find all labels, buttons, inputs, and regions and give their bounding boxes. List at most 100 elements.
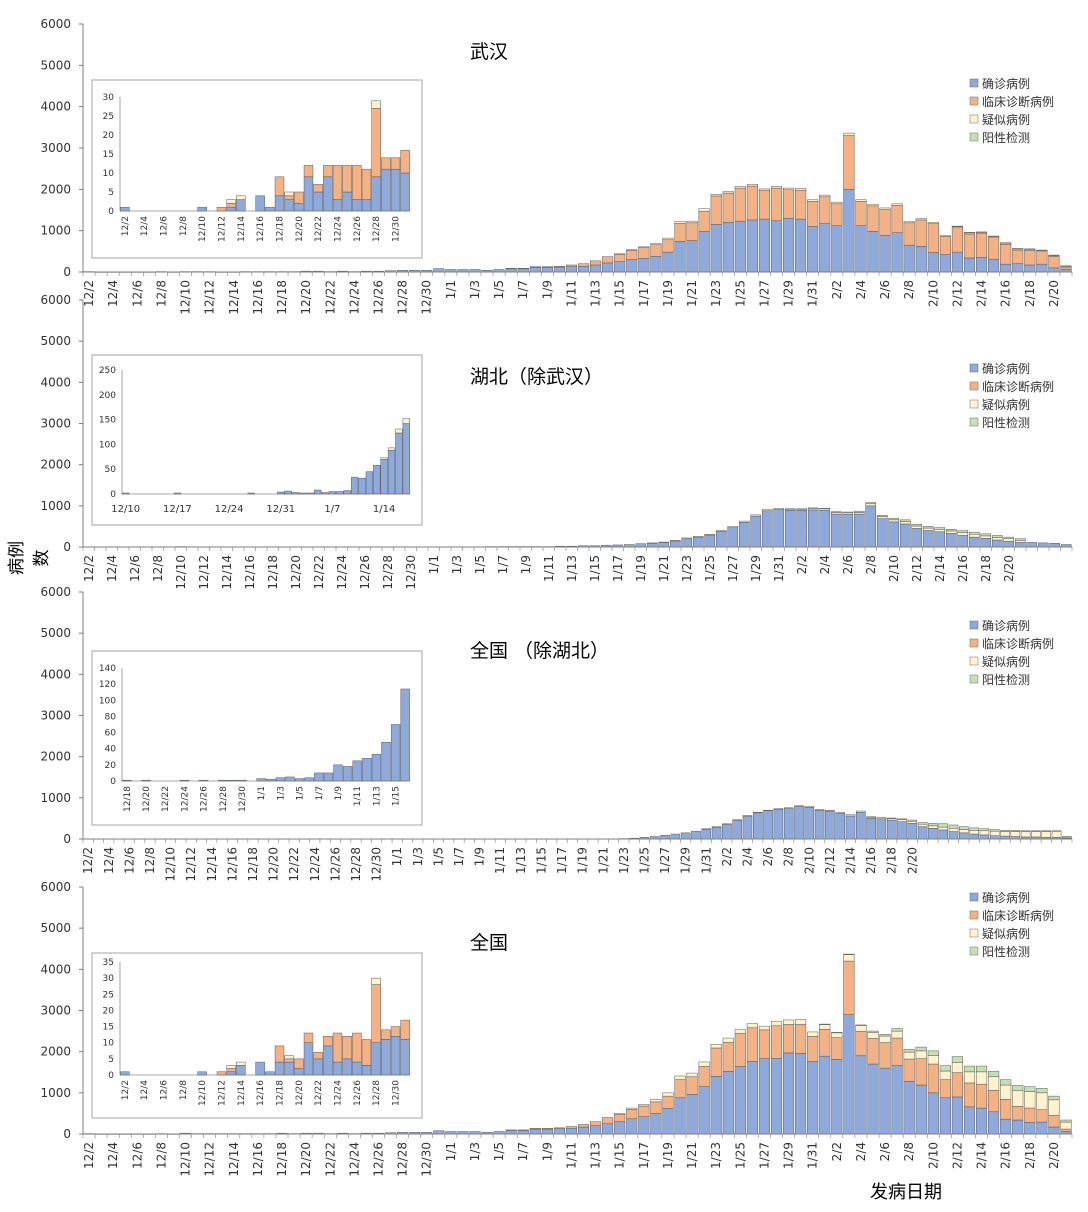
legend-label: 临床诊断病例 [982,94,1054,109]
legend-label: 确诊病例 [982,361,1030,376]
bar-segment [698,1061,710,1067]
x-tick-label: 2/4 [854,280,868,299]
bar-segment [842,511,854,514]
x-tick-label: 1/17 [637,1142,651,1169]
bar-segment [891,1065,903,1135]
bar-segment [783,218,795,273]
x-tick-label: 12/10 [174,555,188,590]
bar-segment [1003,540,1015,548]
x-tick-label: 2/12 [910,555,924,582]
inset-chart: 0 20 40 60 80 100 120 140 12/18 12/20 12/22 12/24 12… [91,650,423,826]
inset-x-tick-label: 12/18 [276,216,286,242]
x-tick-label: 12/18 [275,280,289,315]
x-tick-label: 2/6 [878,280,892,299]
inset-y-tick-label: 0 [110,490,116,500]
bar-segment [773,808,784,810]
x-tick-label: 1/31 [772,555,786,582]
bar-segment [899,519,911,522]
x-tick-label: 1/7 [452,847,466,866]
bar-segment [701,828,712,840]
bar-segment [1000,1084,1012,1100]
bar-segment [614,261,626,273]
bar-segment [843,954,855,962]
bar-segment [1000,244,1012,265]
bar-segment [1012,263,1024,273]
inset-bar-segment [226,1071,236,1076]
bar-segment [969,830,979,835]
inset-bar-segment [390,157,401,170]
bar-segment [590,1121,602,1127]
x-tick-label: 12/8 [151,555,165,582]
x-tick-label: 1/7 [516,280,530,299]
inset-bar-segment [402,418,410,424]
inset-x-tick-label: 12/22 [161,786,171,812]
x-tick-label: 1/31 [806,280,820,307]
bar-segment [855,201,867,226]
bar-segment [1048,256,1060,269]
x-tick-label: 1/15 [588,555,602,582]
bar-segment [980,533,992,537]
inset-bar-segment [303,176,314,212]
legend-swatch [969,132,979,142]
bar-segment [911,528,923,548]
bar-segment [710,194,722,197]
y-tick-label: 3000 [40,1004,71,1018]
inset-bar-segment [294,191,304,204]
inset-bar-segment [265,1071,275,1076]
bar-segment [602,1123,614,1135]
bar-segment [602,262,614,273]
bar-segment [819,1029,831,1057]
bar-segment [1003,536,1015,540]
bar-segment [1036,249,1048,251]
bar-segment [662,1095,674,1109]
bar-segment [988,1090,1000,1113]
bar-segment [784,510,796,548]
bar-segment [831,1032,843,1038]
bar-segment [945,529,957,532]
bar-segment [907,823,918,840]
inset-bar-segment [120,1071,130,1076]
inset-bar-segment [122,779,132,782]
bar-segment [626,1109,638,1120]
x-tick-label: 1/11 [564,1142,578,1169]
legend-label: 阳性检测 [982,944,1030,959]
x-tick-label: 12/28 [396,280,410,315]
panel-title: 全国 [470,932,508,954]
inset-bar-segment [332,199,343,212]
legend-label: 疑似病例 [982,926,1030,941]
bar-segment [1000,242,1012,244]
x-tick-label: 2/6 [878,1142,892,1161]
bar-segment [853,510,865,513]
inset-bar-segment [342,191,352,212]
x-tick-label: 12/14 [220,555,234,590]
bar-segment [784,508,796,510]
x-tick-label: 1/5 [431,847,445,866]
inset-bar-segment [313,1058,323,1076]
bar-segment [722,1037,734,1043]
legend-swatch [969,946,979,956]
bar-segment [638,1105,650,1117]
bar-segment [541,1128,553,1135]
x-tick-label: 2/4 [818,555,832,574]
inset-bar-segment [371,100,381,109]
x-tick-label: 2/18 [979,555,993,582]
legend-swatch [969,910,979,920]
bar-segment [577,265,590,273]
inset-bar-segment [303,1032,314,1043]
bar-segment [1036,1092,1048,1110]
inset-frame [91,650,423,826]
bar-segment [855,1024,867,1026]
inset-x-tick-label: 12/18 [276,1080,286,1106]
bar-segment [915,1046,927,1052]
bar-segment [807,201,819,227]
inset-bar-segment [381,168,391,212]
x-tick-label: 1/17 [611,555,625,582]
inset-x-tick-label: 12/6 [160,216,170,236]
x-tick-label: 2/20 [1047,1142,1061,1169]
x-tick-label: 12/26 [371,280,385,315]
bar-segment [734,186,746,189]
y-tick-label: 6000 [40,293,71,307]
bar-segment [614,253,626,262]
